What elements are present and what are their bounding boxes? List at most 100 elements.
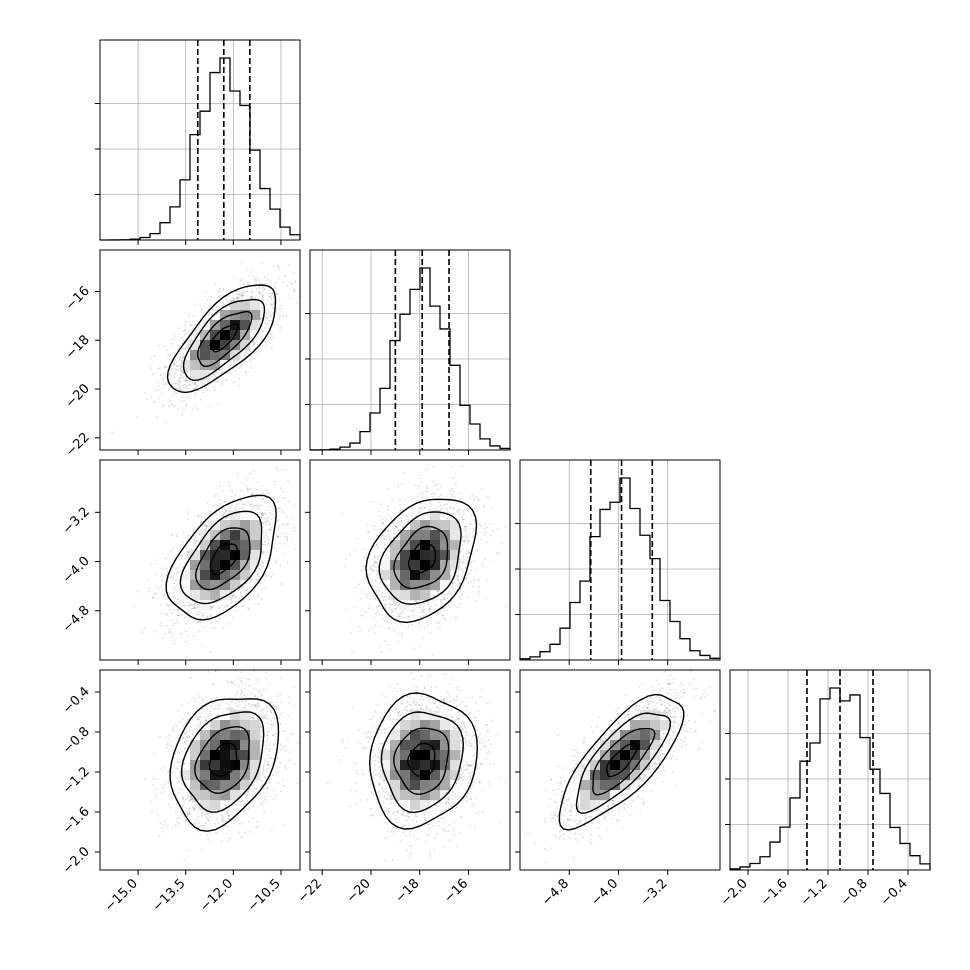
contour-line xyxy=(180,711,265,813)
scatter-point xyxy=(681,683,684,686)
scatter-point xyxy=(286,538,289,541)
density-cell xyxy=(250,560,261,571)
scatter-point xyxy=(366,524,369,526)
scatter-point xyxy=(425,468,428,471)
scatter-point xyxy=(265,706,268,709)
scatter-point xyxy=(198,611,201,613)
density-cell xyxy=(620,780,631,791)
density-cell xyxy=(640,750,651,761)
scatter-point xyxy=(282,730,285,733)
scatter-point xyxy=(147,587,150,590)
scatter-point xyxy=(370,735,373,738)
scatter-point xyxy=(182,797,185,800)
scatter-point xyxy=(592,748,595,751)
scatter-point xyxy=(381,742,383,745)
scatter-point xyxy=(176,736,179,739)
scatter-point xyxy=(180,370,183,372)
scatter-point xyxy=(248,599,251,601)
scatter-point xyxy=(284,535,287,538)
scatter-point xyxy=(269,764,272,767)
scatter-point xyxy=(420,695,423,697)
scatter-point xyxy=(182,371,185,374)
scatter-point xyxy=(254,280,257,283)
scatter-point xyxy=(455,718,458,721)
density-cell xyxy=(420,800,431,811)
scatter-point xyxy=(160,791,163,794)
scatter-point xyxy=(256,703,259,706)
scatter-point xyxy=(450,601,453,604)
scatter-point xyxy=(251,493,254,496)
scatter-point xyxy=(445,609,448,612)
density-cell xyxy=(450,740,461,751)
scatter-point xyxy=(434,484,437,487)
scatter-point xyxy=(400,634,403,637)
scatter-point xyxy=(451,791,454,794)
scatter-point xyxy=(268,757,271,759)
scatter-point xyxy=(675,757,678,760)
scatter-point xyxy=(390,609,393,612)
scatter-point xyxy=(412,701,415,704)
scatter-point xyxy=(237,704,240,707)
scatter-point xyxy=(165,383,168,386)
scatter-point xyxy=(604,817,606,820)
scatter-point xyxy=(241,800,244,803)
y-tick-label: −4.8 xyxy=(60,603,93,636)
scatter-point xyxy=(200,384,203,387)
scatter-point xyxy=(184,332,187,335)
scatter-point xyxy=(263,287,266,290)
scatter-point xyxy=(348,804,351,807)
scatter-point xyxy=(244,702,246,705)
scatter-point xyxy=(543,820,546,823)
scatter-point xyxy=(487,739,490,742)
scatter-point xyxy=(209,816,212,818)
scatter-point xyxy=(677,708,680,711)
density-cell xyxy=(220,530,231,541)
scatter-point xyxy=(165,603,168,606)
scatter-point xyxy=(561,767,564,770)
scatter-point xyxy=(245,479,248,481)
scatter-point xyxy=(226,516,228,519)
scatter-point xyxy=(483,531,486,534)
scatter-point xyxy=(222,287,225,290)
density-cell xyxy=(200,590,211,601)
scatter-point xyxy=(258,582,261,584)
scatter-point xyxy=(632,799,634,802)
scatter-point xyxy=(253,695,256,697)
scatter-point xyxy=(485,702,488,705)
scatter-point xyxy=(159,374,162,376)
scatter-point xyxy=(394,602,397,605)
scatter-point xyxy=(424,687,427,690)
scatter-point xyxy=(355,790,358,793)
contour-line xyxy=(209,323,239,353)
scatter-point xyxy=(493,763,496,766)
scatter-point xyxy=(254,295,256,298)
scatter-point xyxy=(169,533,172,536)
scatter-point xyxy=(293,530,296,532)
scatter-point xyxy=(677,723,680,726)
scatter-point xyxy=(260,735,262,737)
scatter-point xyxy=(380,503,383,506)
scatter-point xyxy=(161,574,164,576)
density-cell xyxy=(190,750,201,761)
scatter-point xyxy=(252,340,255,343)
scatter-point xyxy=(211,312,214,315)
scatter-point xyxy=(165,613,167,616)
density-cell xyxy=(630,740,641,751)
scatter-point xyxy=(292,732,294,735)
scatter-point xyxy=(669,710,671,712)
scatter-point xyxy=(173,376,176,379)
scatter-point xyxy=(439,664,441,666)
scatter-point xyxy=(425,490,428,493)
density-cell xyxy=(430,530,441,541)
scatter-point xyxy=(236,677,239,680)
scatter-point xyxy=(476,520,479,523)
scatter-point xyxy=(240,595,243,598)
scatter-point xyxy=(272,507,275,510)
scatter-point xyxy=(195,392,198,395)
scatter-point xyxy=(276,323,279,326)
scatter-point xyxy=(460,726,462,729)
density-cell xyxy=(220,320,231,331)
scatter-point xyxy=(454,618,457,621)
scatter-point xyxy=(163,365,166,368)
density-cell xyxy=(210,750,221,761)
